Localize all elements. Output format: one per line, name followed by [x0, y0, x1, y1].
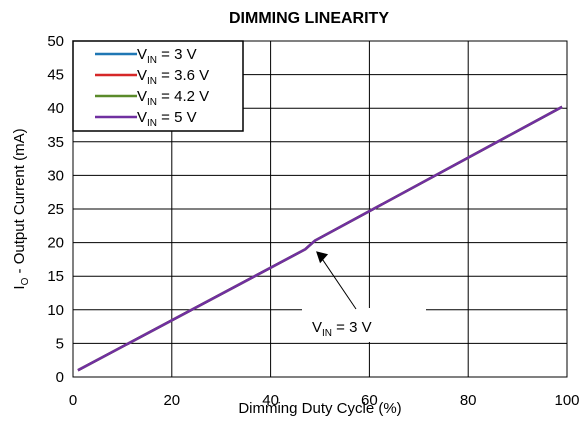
legend-label-2: VIN = 4.2 V	[137, 88, 209, 108]
x-tick-label: 100	[554, 392, 579, 409]
annotation-arrow-line	[320, 257, 357, 310]
y-tick-label: 5	[56, 335, 64, 352]
chart-title: DIMMING LINEARITY	[229, 10, 389, 27]
legend-label-0-main: V	[137, 46, 147, 63]
y-tick-label: 40	[47, 100, 64, 117]
legend-label-3-rest: = 5 V	[157, 109, 197, 126]
y-tick-label: 30	[47, 167, 64, 184]
legend-label-2-sub: IN	[147, 97, 157, 108]
x-tick-label: 20	[163, 392, 180, 409]
y-label-prefix: I	[11, 285, 28, 289]
y-label-sub: O	[20, 277, 31, 285]
plot-frame	[72, 40, 568, 378]
series-line-3	[77, 105, 563, 372]
y-tick-label: 35	[47, 134, 64, 151]
y-tick-label: 15	[47, 268, 64, 285]
y-tick-label: 50	[47, 33, 64, 50]
y-tick-label: 0	[56, 369, 64, 386]
y-tick-label: 20	[47, 235, 64, 252]
legend-label-1-sub: IN	[147, 76, 157, 87]
legend-label-1-main: V	[137, 67, 147, 84]
x-tick-label: 60	[361, 392, 378, 409]
legend-label-1-rest: = 3.6 V	[157, 67, 209, 84]
annotation-label: VIN = 3 V	[312, 319, 372, 339]
y-label-suffix: - Output Current (mA)	[11, 128, 28, 277]
annotation-label-main: V	[312, 319, 322, 336]
legend-label-2-main: V	[137, 88, 147, 105]
legend-label-0: VIN = 3 V	[137, 46, 197, 66]
y-tick-label: 25	[47, 201, 64, 218]
y-axis-label: IO - Output Current (mA)	[11, 128, 31, 289]
x-tick-label: 0	[69, 392, 77, 409]
legend-label-1: VIN = 3.6 V	[137, 67, 209, 87]
tick-labels: 0 20 40 60 80 100 0 5 10 15 20 25 30 35 40 45 50	[47, 33, 579, 409]
legend-label-3-main: V	[137, 109, 147, 126]
legend-label-2-rest: = 4.2 V	[157, 88, 209, 105]
x-tick-label: 80	[460, 392, 477, 409]
legend-label-3-sub: IN	[147, 118, 157, 129]
x-axis-label: Dimming Duty Cycle (%)	[238, 400, 401, 417]
legend-label-0-sub: IN	[147, 55, 157, 66]
annotation-label-rest: = 3 V	[332, 319, 372, 336]
y-tick-label: 45	[47, 67, 64, 84]
annotation-box	[302, 308, 426, 342]
annotation: VIN = 3 V	[302, 251, 426, 342]
series-lines	[77, 105, 563, 372]
legend-label-0-rest: = 3 V	[157, 46, 197, 63]
legend-label-3: VIN = 5 V	[137, 109, 197, 129]
y-tick-label: 10	[47, 302, 64, 319]
x-tick-label: 40	[262, 392, 279, 409]
annotation-arrow-head	[316, 251, 329, 264]
annotation-label-sub: IN	[322, 328, 332, 339]
